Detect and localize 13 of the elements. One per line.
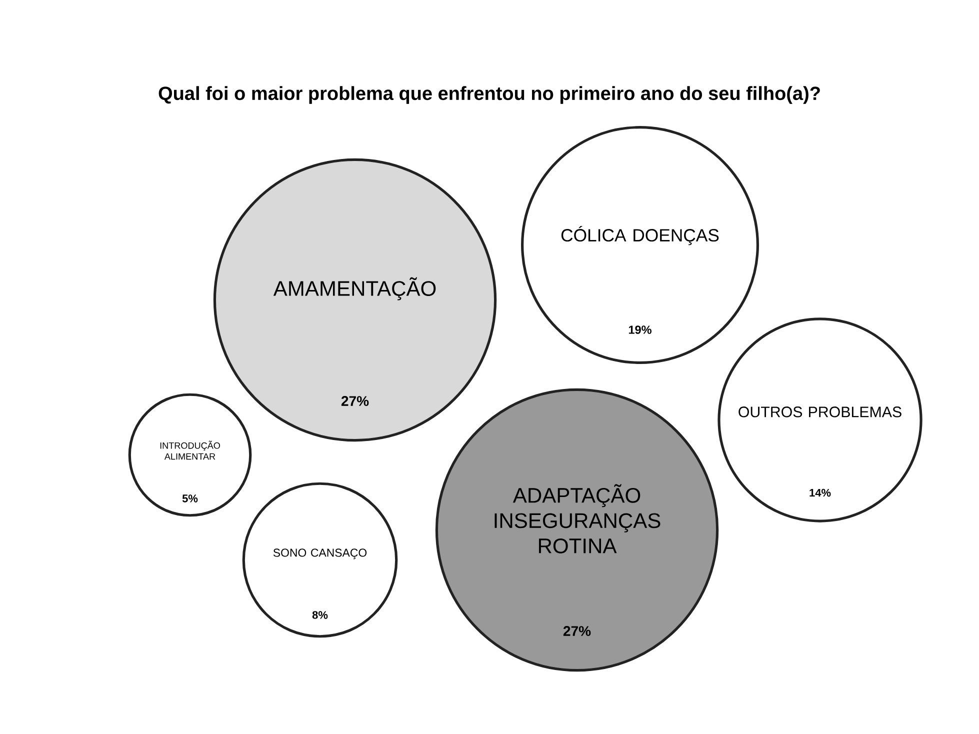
category-label: CÓLICA DOENÇAS bbox=[561, 226, 719, 246]
category-label: OUTROS PROBLEMAS bbox=[738, 406, 902, 418]
category-label: INTRODUÇÃO ALIMENTAR bbox=[160, 440, 220, 460]
text: Qual foi o maior problema que enfrentou no primeiro ano do seu filho(a)? bbox=[158, 86, 820, 104]
category-label: SONO CANSAÇO bbox=[273, 548, 367, 560]
data-label: 27% bbox=[563, 626, 591, 636]
data-label: 8% bbox=[312, 611, 328, 619]
category-label: AMAMENTAÇÃO bbox=[273, 277, 436, 300]
data-label: 27% bbox=[341, 396, 369, 406]
data-label: 19% bbox=[628, 326, 652, 334]
data-label: 14% bbox=[810, 488, 831, 497]
category-label: ADAPTAÇÃO INSEGURANÇAS ROTINA bbox=[494, 484, 660, 554]
data-label: 5% bbox=[182, 494, 198, 502]
